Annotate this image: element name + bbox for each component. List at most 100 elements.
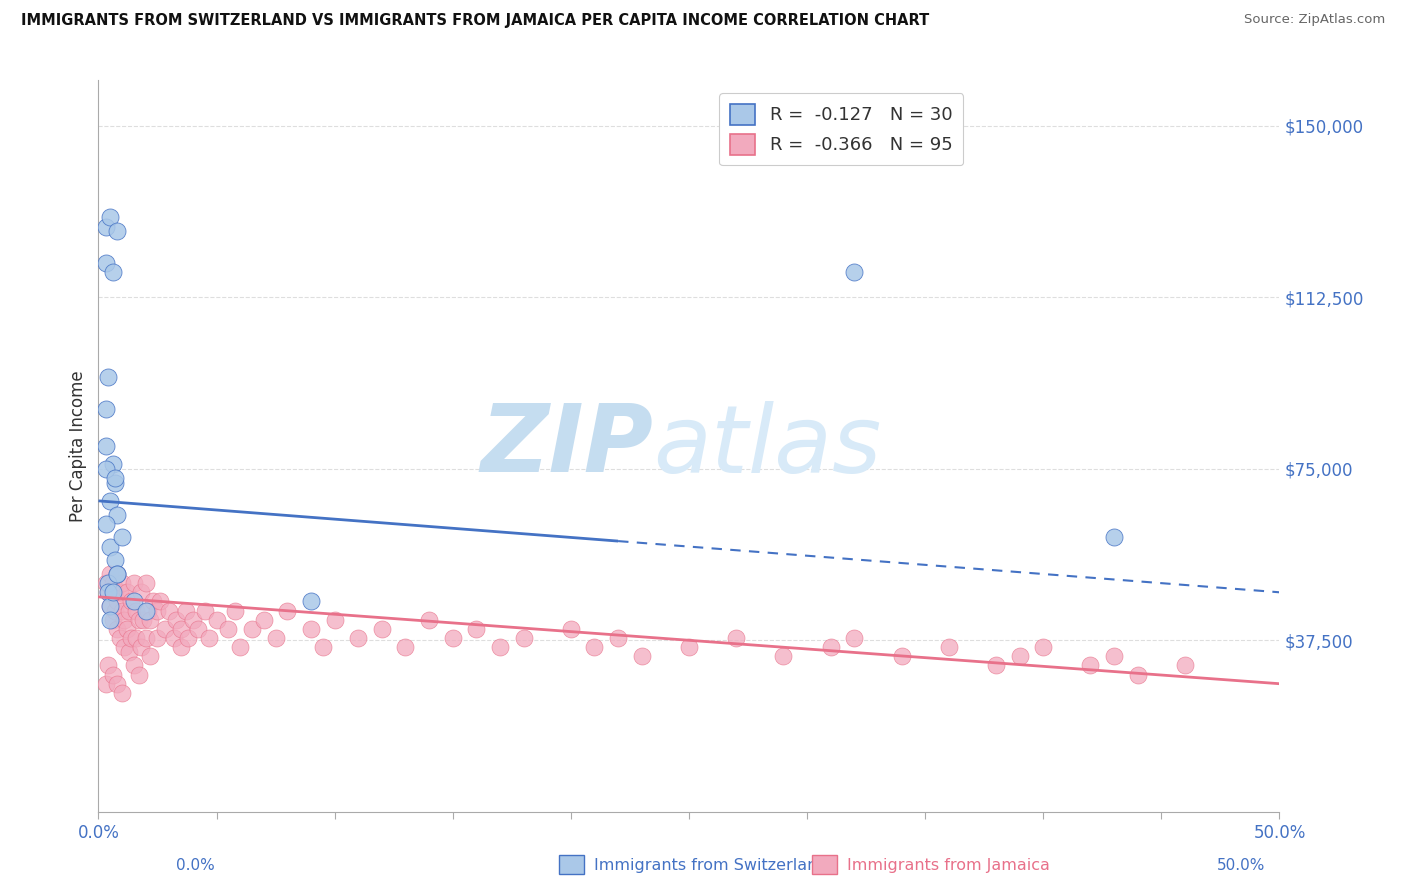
Point (94, 256, 117, 270)
Point (108, 631, 131, 645)
Point (465, 622, 488, 636)
Point (938, 640, 960, 655)
Point (112, 640, 135, 655)
Point (122, 658, 145, 673)
Text: IMMIGRANTS FROM SWITZERLAND VS IMMIGRANTS FROM JAMAICA PER CAPITA INCOME CORRELA: IMMIGRANTS FROM SWITZERLAND VS IMMIGRANT… (21, 13, 929, 29)
Point (105, 622, 128, 636)
Point (94, 462, 117, 476)
Point (104, 585, 127, 599)
Point (194, 603, 217, 617)
Point (153, 622, 176, 636)
Point (94, 516, 117, 531)
Point (844, 631, 866, 645)
Point (217, 622, 239, 636)
Point (125, 631, 148, 645)
Point (1032, 640, 1054, 655)
Point (224, 603, 246, 617)
Point (105, 567, 128, 582)
Text: 0.0%: 0.0% (176, 858, 215, 872)
Point (111, 576, 134, 591)
Point (170, 622, 193, 636)
Point (146, 603, 169, 617)
Text: Immigrants from Jamaica: Immigrants from Jamaica (846, 858, 1050, 872)
Point (299, 594, 322, 608)
Point (323, 613, 346, 627)
Point (772, 649, 794, 664)
Point (157, 603, 180, 617)
Point (128, 613, 150, 627)
Point (115, 585, 138, 599)
Point (441, 631, 464, 645)
Point (181, 613, 204, 627)
Point (98, 599, 121, 613)
Point (489, 640, 512, 655)
Point (111, 686, 134, 700)
Point (101, 457, 124, 471)
Point (118, 645, 141, 659)
Point (1102, 649, 1125, 664)
Point (98, 567, 121, 582)
Point (240, 622, 263, 636)
Point (105, 676, 128, 690)
Text: Source: ZipAtlas.com: Source: ZipAtlas.com (1244, 13, 1385, 27)
Point (1174, 658, 1197, 673)
Point (101, 613, 124, 627)
Point (174, 603, 197, 617)
Point (121, 594, 143, 608)
Point (101, 265, 124, 279)
Point (97, 658, 120, 673)
Point (111, 603, 134, 617)
Point (97, 576, 120, 591)
Point (105, 567, 128, 582)
Point (347, 631, 370, 645)
Point (125, 603, 148, 617)
Point (312, 640, 335, 655)
Point (1008, 649, 1031, 664)
Point (101, 585, 124, 599)
Text: ZIP: ZIP (481, 400, 654, 492)
Point (820, 640, 842, 655)
Point (1080, 658, 1102, 673)
Point (97, 585, 120, 599)
Point (678, 640, 700, 655)
Point (177, 631, 200, 645)
Point (97, 585, 120, 599)
Point (105, 508, 128, 522)
Point (725, 631, 748, 645)
Text: Immigrants from Switzerland: Immigrants from Switzerland (593, 858, 828, 872)
Point (94, 402, 117, 417)
Point (98, 540, 121, 554)
Text: atlas: atlas (654, 401, 882, 491)
Point (142, 594, 165, 608)
Point (122, 576, 145, 591)
Point (630, 649, 652, 664)
Point (104, 475, 127, 490)
Y-axis label: Per Capita Income: Per Capita Income (69, 370, 87, 522)
Point (583, 640, 606, 655)
Point (560, 622, 582, 636)
Point (170, 640, 193, 655)
Point (121, 631, 143, 645)
Point (984, 658, 1007, 673)
Point (94, 219, 117, 234)
Point (163, 631, 186, 645)
Point (139, 649, 162, 664)
Point (128, 667, 150, 681)
Point (104, 471, 127, 485)
Point (136, 603, 159, 617)
Point (101, 667, 124, 681)
Point (105, 567, 128, 582)
Point (111, 530, 134, 544)
Point (394, 640, 416, 655)
Point (115, 622, 138, 636)
Point (112, 613, 135, 627)
Point (98, 493, 121, 508)
Point (299, 622, 322, 636)
Point (276, 603, 298, 617)
Point (229, 640, 252, 655)
Point (165, 613, 187, 627)
Point (198, 631, 221, 645)
Point (101, 576, 124, 591)
Point (135, 631, 157, 645)
Point (205, 613, 228, 627)
